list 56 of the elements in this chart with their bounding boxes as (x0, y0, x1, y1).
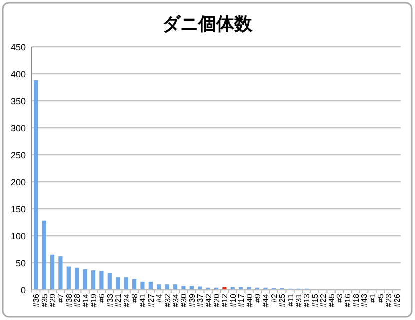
x-tick-label: #26 (392, 293, 402, 308)
x-tick-label: #25 (278, 293, 288, 308)
x-tick-label: #14 (81, 293, 90, 308)
x-tick-label: #22 (319, 293, 328, 308)
x-tick-label: #16 (344, 293, 353, 308)
x-tick-label: #40 (245, 293, 254, 308)
x-tick-label: #39 (188, 293, 197, 308)
x-tick-label: #45 (327, 293, 336, 308)
x-tick-label: #18 (352, 293, 361, 308)
x-tick-label: #5 (376, 293, 386, 303)
x-tick-label: #32 (163, 293, 172, 308)
x-tick-label: #7 (56, 293, 66, 303)
x-tick-label: #15 (310, 293, 320, 308)
y-tick-label: 450 (10, 42, 26, 52)
x-tick-label: #23 (384, 293, 394, 308)
x-tick-label: #21 (114, 293, 124, 308)
x-tick-label: #36 (32, 293, 42, 308)
x-tick-label: #29 (48, 293, 58, 308)
y-tick-label: 100 (10, 232, 26, 242)
chart-title: ダニ個体数 (162, 14, 254, 34)
x-tick-label: #13 (302, 293, 312, 308)
y-tick-label: 400 (10, 70, 26, 80)
x-tick-label: #17 (237, 293, 246, 308)
x-tick-label: #6 (98, 293, 107, 303)
x-tick-label: #1 (368, 293, 378, 303)
x-tick-label: #19 (90, 293, 98, 308)
x-tick-label: #10 (228, 293, 238, 308)
x-tick-label: #12 (220, 293, 230, 308)
x-tick-label: #35 (40, 293, 50, 308)
x-tick-label: #33 (106, 293, 115, 308)
x-tick-label: #38 (64, 293, 74, 308)
x-tick-label: #3 (336, 293, 344, 303)
y-tick-label: 200 (10, 178, 26, 188)
x-tick-label: #4 (155, 293, 164, 303)
x-tick-label: #31 (294, 293, 304, 308)
y-tick-label: 150 (10, 204, 26, 214)
x-tick-label: #20 (212, 293, 222, 308)
x-tick-label: #41 (138, 293, 148, 308)
x-tick-label: #44 (262, 293, 271, 308)
x-tick-label: #37 (196, 293, 206, 308)
x-tick-label: #42 (204, 293, 214, 308)
x-tick-label: #2 (270, 293, 279, 303)
x-tick-label: #43 (360, 293, 370, 308)
x-tick-label: #27 (146, 293, 156, 308)
x-tick-label: #11 (286, 293, 296, 307)
y-tick-label: 0 (20, 286, 26, 296)
x-tick-label: #34 (172, 293, 180, 308)
y-tick-label: 350 (10, 96, 26, 106)
y-tick-label: 300 (10, 124, 26, 134)
y-tick-label: 250 (10, 150, 26, 160)
x-tick-label: #28 (73, 293, 82, 308)
y-tick-label: 50 (16, 258, 26, 268)
x-tick-label: #24 (122, 293, 132, 308)
x-tick-label: #8 (130, 293, 140, 303)
x-tick-label: #30 (180, 293, 189, 308)
x-tick-label: #9 (254, 293, 262, 303)
